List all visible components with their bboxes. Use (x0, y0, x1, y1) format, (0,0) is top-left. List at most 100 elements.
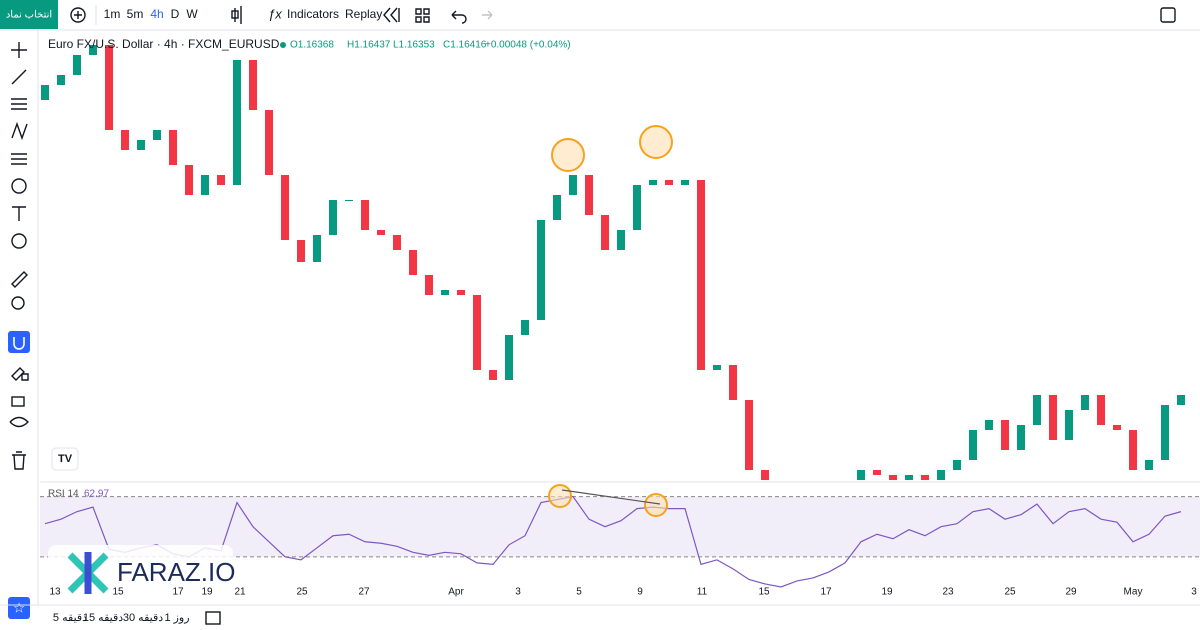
fullscreen-icon[interactable] (1160, 7, 1176, 23)
star-icon: ☆ (13, 600, 26, 616)
time-label: 21 (234, 587, 246, 598)
indicators-icon[interactable]: ƒx (268, 6, 282, 21)
candle-body (121, 130, 129, 150)
candle-body (857, 470, 865, 480)
candle-body (1065, 410, 1073, 440)
time-label: 15 (112, 587, 124, 598)
shapes-tool[interactable] (11, 178, 27, 194)
legend-low: L1.16353 (393, 40, 435, 51)
symbol-button[interactable] (0, 0, 58, 29)
add-symbol-plus (74, 11, 82, 19)
time-label: 23 (942, 587, 954, 598)
candle-body (1097, 395, 1105, 425)
candle-body (185, 165, 193, 195)
undo-icon[interactable] (451, 10, 467, 24)
rsi-band (40, 496, 1200, 557)
high-marker (639, 125, 673, 159)
time-label: Apr (448, 587, 464, 598)
crosshair-tool[interactable] (11, 42, 27, 58)
rsi-marker (644, 493, 668, 517)
interval-button[interactable]: 4h (150, 7, 163, 21)
candle-body (1049, 395, 1057, 440)
time-label: 19 (881, 587, 893, 598)
candle-body (985, 420, 993, 430)
legend-change: +0.00048 (+0.04%) (485, 40, 571, 51)
candle-body (937, 470, 945, 480)
magnet-tool[interactable] (8, 331, 30, 353)
candle-body (537, 220, 545, 320)
symbol-button-label[interactable]: انتخاب نماد (6, 10, 52, 21)
time-label: 15 (758, 587, 770, 598)
candle-body (249, 60, 257, 110)
candle-body (649, 180, 657, 185)
trend-line-tool[interactable] (11, 69, 27, 85)
drawing-tools: ☆ (8, 42, 30, 619)
candle-body (601, 215, 609, 250)
candle-body (1081, 395, 1089, 410)
candle-body (393, 235, 401, 250)
fib-tool[interactable] (11, 98, 27, 110)
candle-body (1033, 395, 1041, 425)
candle-body (425, 275, 433, 295)
time-label: 17 (172, 587, 184, 598)
watchlist-button[interactable] (8, 597, 30, 619)
time-label: 11 (697, 587, 708, 598)
interval-button[interactable]: 5m (127, 7, 144, 21)
interval-button[interactable]: W (186, 7, 198, 21)
candle-body (873, 470, 881, 475)
delete-tool[interactable] (12, 451, 26, 470)
rsi-label: RSI 14 (48, 489, 79, 500)
range-button[interactable]: 1 روز (164, 612, 189, 624)
ruler-tool[interactable] (11, 271, 28, 288)
zoom-tool[interactable] (11, 296, 25, 310)
add-symbol-icon[interactable] (70, 7, 86, 23)
redo-icon[interactable] (482, 10, 493, 20)
legend-open: O1.16368 (290, 40, 334, 51)
time-label: 27 (358, 587, 370, 598)
icons-tool[interactable] (11, 233, 27, 249)
candle-body (89, 45, 97, 55)
tv-logo[interactable] (51, 447, 79, 471)
date-range-icon[interactable] (205, 611, 221, 625)
candle-body (105, 45, 113, 130)
indicators-button[interactable]: Indicators (287, 7, 339, 21)
text-tool[interactable] (12, 206, 26, 221)
interval-button[interactable]: D (171, 7, 180, 21)
candle-body (233, 60, 241, 185)
candle-body (489, 370, 497, 380)
layout-icon[interactable] (415, 8, 430, 23)
pattern-tool[interactable] (11, 121, 28, 141)
range-button[interactable]: 30 دقیقه (123, 612, 163, 624)
candle-body (729, 365, 737, 400)
candle-body (633, 185, 641, 230)
candle-body (1017, 425, 1025, 450)
range-button[interactable]: 15 دقیقه (83, 612, 123, 624)
interval-button[interactable]: 1m (104, 7, 121, 21)
candle-body (473, 295, 481, 370)
watermark-text: FARAZ.IO (117, 557, 235, 587)
candle-body (73, 55, 81, 75)
replay-button[interactable]: Replay (345, 7, 382, 21)
hide-tool[interactable] (9, 416, 29, 428)
high-marker (551, 138, 585, 172)
lock-drawings[interactable] (11, 367, 29, 381)
candle-body (1129, 430, 1137, 470)
forecast-tool[interactable] (11, 153, 27, 165)
rsi-value: 62.97 (84, 489, 109, 500)
divergence-line (561, 489, 661, 505)
candle-body (281, 175, 289, 240)
candle-body (41, 85, 49, 100)
candle-body (921, 475, 929, 480)
candle-body (265, 110, 273, 175)
candle-body (377, 230, 385, 235)
top-toolbar (0, 0, 1200, 30)
candle-body (297, 240, 305, 262)
time-label: 25 (1004, 587, 1016, 598)
candle-body (665, 180, 673, 185)
range-button[interactable]: 5 دقیقه (53, 612, 87, 624)
rsi-marker (548, 484, 572, 508)
candle-body (681, 180, 689, 185)
time-label: 25 (296, 587, 308, 598)
candle-body (569, 175, 577, 195)
lock-tool[interactable] (11, 396, 25, 407)
